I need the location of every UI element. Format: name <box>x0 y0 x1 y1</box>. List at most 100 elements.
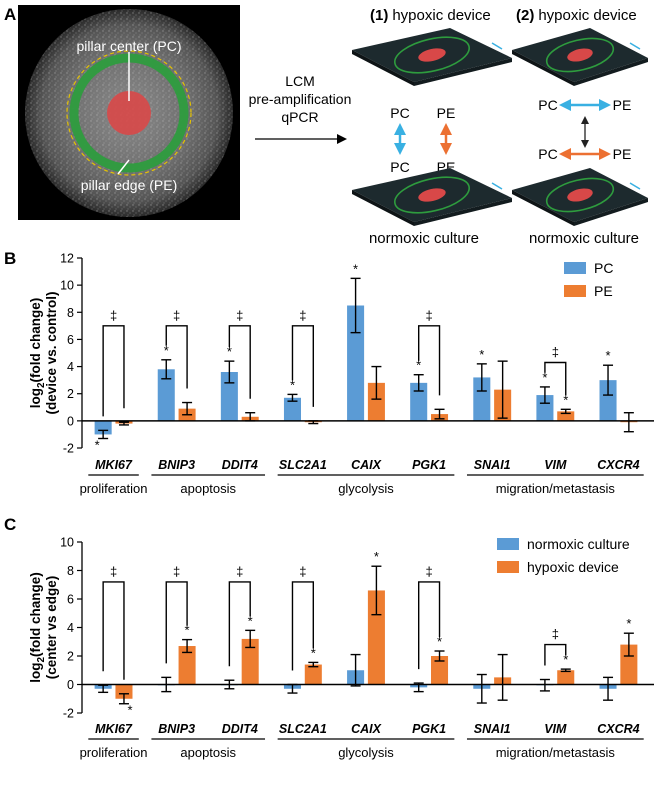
x-tick-label-cxcr4: CXCR4 <box>597 458 639 472</box>
scheme-1-title: (1) hypoxic device <box>370 7 491 24</box>
y-tick-label: 0 <box>67 678 74 692</box>
bar-pe-caix <box>367 382 385 421</box>
dagger-symbol: ‡ <box>173 564 180 579</box>
scheme-2-pe-top: PE <box>613 97 632 113</box>
bar-pc-slc2a1 <box>283 397 301 421</box>
legend-swatch-0 <box>497 538 519 550</box>
micrograph: pillar center (PC) pillar edge (PE) <box>18 5 240 220</box>
significance-bracket <box>291 581 315 671</box>
culture-chip-bottom-2 <box>512 168 648 226</box>
scheme-2-pc-top: PC <box>538 97 557 113</box>
group-label-migration-metastasis: migration/metastasis <box>496 745 616 760</box>
significance-star: * <box>290 377 295 392</box>
bar-hypoxic-device-mki67 <box>115 684 133 699</box>
legend-swatch-0 <box>564 262 586 274</box>
scheme-1: (1) hypoxic device PC PE PC PE normoxic c… <box>352 7 512 247</box>
x-tick-label-caix: CAIX <box>351 458 382 472</box>
bar-pc-cxcr4 <box>599 380 617 421</box>
y-tick-label: 4 <box>67 621 74 635</box>
bar-hypoxic-device-ddit4 <box>241 638 259 685</box>
x-tick-label-mki67: MKI67 <box>95 722 133 736</box>
y-tick-label: 8 <box>67 564 74 578</box>
dagger-symbol: ‡ <box>110 308 117 323</box>
scheme-2-number: (2) <box>516 7 534 24</box>
bar-pc-caix <box>347 305 365 421</box>
red-core <box>107 91 151 135</box>
group-label-proliferation: proliferation <box>80 481 148 496</box>
dagger-symbol: ‡ <box>173 308 180 323</box>
bar-hypoxic-device-cxcr4 <box>620 644 638 685</box>
significance-bracket <box>228 581 251 667</box>
y-tick-label: -2 <box>63 442 74 456</box>
legend-label-0: normoxic culture <box>527 536 630 552</box>
group-label-proliferation: proliferation <box>80 745 148 760</box>
y-tick-label: 10 <box>60 536 74 550</box>
scheme-2-title-text: hypoxic device <box>538 7 636 24</box>
x-tick-label-bnip3: BNIP3 <box>158 458 195 472</box>
significance-bracket <box>544 643 567 666</box>
significance-bracket <box>291 325 315 407</box>
dagger-symbol: ‡ <box>110 564 117 579</box>
scheme-1-pc-bottom: PC <box>390 159 409 175</box>
dagger-symbol: ‡ <box>236 564 243 579</box>
dagger-symbol: ‡ <box>299 308 306 323</box>
significance-star: * <box>127 703 132 718</box>
significance-star: * <box>227 344 232 359</box>
bar-hypoxic-device-vim <box>557 670 575 685</box>
x-tick-label-ddit4: DDIT4 <box>222 722 258 736</box>
y-tick-label: 0 <box>67 414 74 428</box>
bar-hypoxic-device-bnip3 <box>178 646 196 685</box>
scheme-2-pc-bottom: PC <box>538 146 557 162</box>
group-label-glycolysis: glycolysis <box>338 481 394 496</box>
significance-bracket <box>102 325 125 417</box>
group-label-apoptosis: apoptosis <box>180 481 236 496</box>
group-label-apoptosis: apoptosis <box>180 745 236 760</box>
scheme-2: (2) hypoxic device PC PE PC PE normoxic c… <box>512 7 648 247</box>
panel-c-letter: C <box>4 515 16 534</box>
x-tick-label-mki67: MKI67 <box>95 458 133 472</box>
bar-hypoxic-device-slc2a1 <box>304 664 322 685</box>
device-chip-top <box>352 28 512 86</box>
y-tick-label: -2 <box>63 707 74 721</box>
scheme-2-title: (2) hypoxic device <box>516 7 637 24</box>
pe-label: pillar edge (PE) <box>81 177 178 193</box>
x-tick-label-snai1: SNAI1 <box>474 722 511 736</box>
dagger-symbol: ‡ <box>236 308 243 323</box>
group-label-glycolysis: glycolysis <box>338 745 394 760</box>
process-line-2: pre-amplification <box>249 91 352 107</box>
pe-pointer <box>117 159 130 175</box>
legend-swatch-1 <box>497 561 519 573</box>
y-tick-label: 8 <box>67 306 74 320</box>
significance-star: * <box>626 616 631 631</box>
group-label-migration-metastasis: migration/metastasis <box>496 481 616 496</box>
bar-hypoxic-device-pgk1 <box>431 656 449 685</box>
legend-swatch-1 <box>564 285 586 297</box>
culture-chip-bottom <box>352 168 512 226</box>
significance-star: * <box>164 343 169 358</box>
significance-star: * <box>479 347 484 362</box>
x-tick-label-ddit4: DDIT4 <box>222 458 258 472</box>
panel-a-letter: A <box>4 5 16 24</box>
x-tick-label-vim: VIM <box>544 722 567 736</box>
dagger-symbol: ‡ <box>552 627 559 642</box>
y-tick-label: 12 <box>60 252 74 266</box>
x-tick-label-slc2a1: SLC2A1 <box>279 458 327 472</box>
bar-pc-vim <box>536 395 554 421</box>
bar-pc-bnip3 <box>157 369 175 421</box>
legend-label-1: hypoxic device <box>527 559 619 575</box>
significance-star: * <box>563 652 568 667</box>
pc-label: pillar center (PC) <box>76 38 181 54</box>
panel-b-letter: B <box>4 249 16 268</box>
scheme-2-pe-bottom: PE <box>613 146 632 162</box>
y-tick-label: 6 <box>67 593 74 607</box>
bar-pc-snai1 <box>473 377 491 421</box>
significance-star: * <box>542 370 547 385</box>
process-line-1: LCM <box>285 73 315 89</box>
process-line-3: qPCR <box>281 109 318 125</box>
scheme-1-bottom-label: normoxic culture <box>369 230 479 247</box>
x-tick-label-snai1: SNAI1 <box>474 458 511 472</box>
dagger-symbol: ‡ <box>552 345 559 360</box>
x-tick-label-pgk1: PGK1 <box>412 722 446 736</box>
x-tick-label-caix: CAIX <box>351 722 382 736</box>
